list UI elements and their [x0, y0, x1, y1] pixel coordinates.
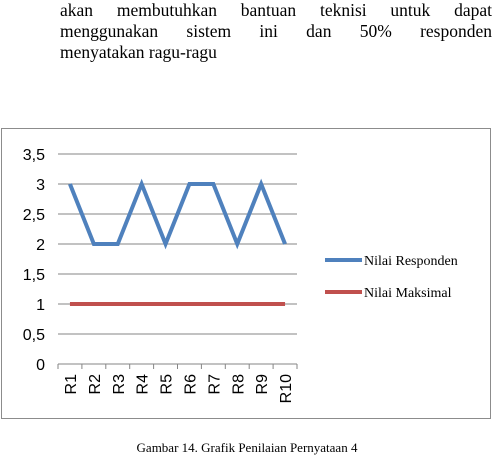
legend-label: Nilai Responden	[364, 254, 458, 269]
x-tick-label: R3	[111, 374, 128, 395]
y-tick-label: 0	[36, 357, 45, 374]
legend-label: Nilai Maksimal	[364, 286, 452, 301]
y-tick-label: 1,5	[23, 267, 45, 284]
legend: Nilai Responden Nilai Maksimal	[325, 254, 458, 301]
x-axis-tick-labels: R1 R2 R3 R4 R5 R6 R7 R8 R9 R10	[63, 374, 295, 403]
x-tick-label: R6	[182, 374, 199, 395]
x-tick-label: R5	[159, 374, 176, 395]
x-tick-label: R2	[87, 374, 104, 395]
paragraph-line-2: menggunakan sistem ini dan 50% responden	[60, 21, 492, 42]
x-tick-label: R1	[63, 374, 80, 395]
y-tick-label: 0,5	[23, 327, 45, 344]
body-paragraph: akan membutuhkan bantuan teknisi untuk d…	[60, 0, 492, 63]
y-tick-label: 3,5	[23, 147, 45, 164]
y-tick-label: 1	[36, 297, 45, 314]
line-chart: 0 0,5 1 1,5 2 2,5 3 3,5 R1 R2 R3 R4 R5 R6 R7 R8 R9 R10 N…	[2, 129, 492, 420]
x-tick-label: R10	[278, 374, 295, 403]
x-tick-label: R8	[230, 374, 247, 395]
paragraph-line-3: menyatakan ragu-ragu	[60, 42, 492, 63]
y-tick-label: 2,5	[23, 207, 45, 224]
paragraph-line-1: akan membutuhkan bantuan teknisi untuk d…	[60, 0, 492, 21]
y-tick-label: 2	[36, 237, 45, 254]
x-tick-label: R4	[135, 374, 152, 395]
y-tick-label: 3	[36, 177, 45, 194]
x-tick-label: R9	[254, 374, 271, 395]
y-axis-tick-labels: 0 0,5 1 1,5 2 2,5 3 3,5	[23, 147, 45, 374]
chart-frame: 0 0,5 1 1,5 2 2,5 3 3,5 R1 R2 R3 R4 R5 R6 R7 R8 R9 R10 N…	[1, 128, 491, 419]
x-tick-label: R7	[206, 374, 223, 395]
figure-caption: Gambar 14. Grafik Penilaian Pernyataan 4	[0, 440, 494, 456]
